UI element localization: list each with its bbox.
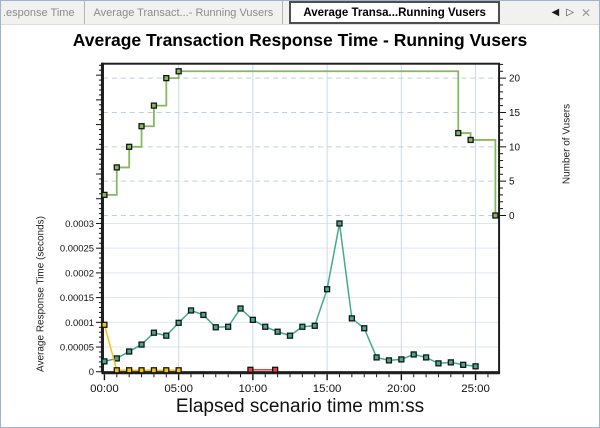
svg-text:00:00: 00:00 [90, 383, 119, 395]
y-axis-left-title: Average Response Time (seconds) [35, 215, 47, 373]
svg-text:0.0002: 0.0002 [65, 268, 94, 279]
svg-text:5: 5 [509, 177, 515, 188]
svg-text:10:00: 10:00 [239, 383, 268, 395]
svg-text:0.00025: 0.00025 [60, 244, 94, 255]
tab-response-time[interactable]: .esponse Time [1, 1, 85, 24]
svg-text:0: 0 [509, 211, 515, 222]
y-axis-right-title: Number of Vusers [561, 103, 573, 185]
svg-text:0.00015: 0.00015 [60, 293, 94, 304]
tab-controls: ◀ ▷ ✕ [544, 1, 599, 24]
svg-text:0.00005: 0.00005 [60, 343, 94, 354]
svg-text:0.0003: 0.0003 [65, 219, 94, 230]
svg-text:15: 15 [509, 108, 521, 119]
svg-text:20:00: 20:00 [387, 383, 416, 395]
prev-tab-icon[interactable]: ◀ [551, 6, 560, 18]
svg-text:15:00: 15:00 [313, 383, 342, 395]
tab-avg-transaction-running-vusers[interactable]: Average Transact...- Running Vusers [85, 1, 284, 24]
svg-text:10: 10 [509, 142, 521, 153]
svg-text:0.0001: 0.0001 [65, 318, 94, 329]
tab-bar: .esponse Time Average Transact...- Runni… [1, 1, 599, 25]
chart-title: Average Transaction Response Time - Runn… [72, 30, 528, 50]
svg-text:25:00: 25:00 [461, 383, 490, 395]
svg-text:0: 0 [89, 367, 94, 378]
close-tab-icon[interactable]: ✕ [580, 5, 591, 20]
svg-text:05:00: 05:00 [164, 383, 193, 395]
x-axis-title: Elapsed scenario time mm:ss [175, 396, 425, 417]
next-tab-icon[interactable]: ▷ [566, 6, 574, 18]
svg-text:20: 20 [509, 74, 521, 85]
tab-avg-transaction-running-vusers-active[interactable]: Average Transa...Running Vusers [289, 1, 500, 24]
